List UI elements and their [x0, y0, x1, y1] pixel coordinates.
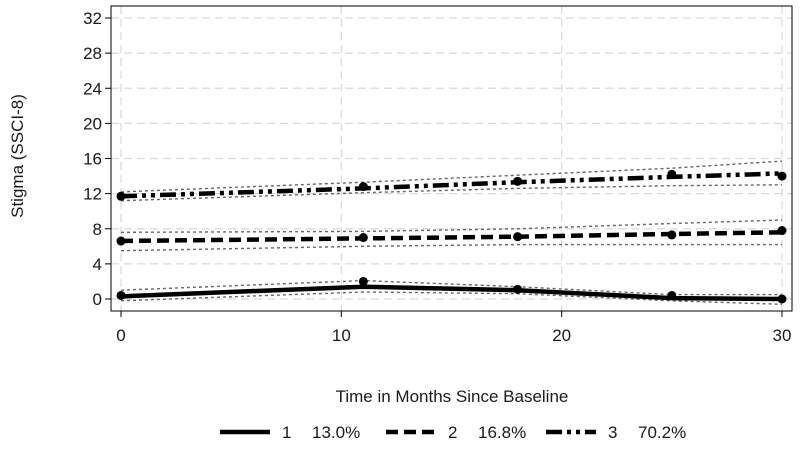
y-tick-label: 8	[93, 220, 102, 239]
ci-lower-line	[120, 184, 783, 202]
data-point	[513, 232, 523, 242]
x-tick-label: 30	[773, 326, 792, 345]
data-point	[513, 284, 523, 294]
data-point	[116, 290, 126, 300]
data-point	[116, 236, 126, 246]
data-point	[358, 182, 368, 192]
data-point	[667, 230, 677, 240]
series-line	[120, 230, 783, 244]
y-tick-label: 20	[83, 114, 102, 133]
x-tick-label: 10	[332, 326, 351, 345]
data-point	[667, 290, 677, 300]
y-axis-label: Stigma (SSCI-8)	[8, 94, 27, 218]
y-tick-label: 32	[83, 9, 102, 28]
data-point	[777, 226, 787, 236]
ci-lower-line	[120, 243, 782, 252]
y-tick-label: 12	[83, 185, 102, 204]
legend-percent: 70.2%	[638, 423, 686, 442]
data-point	[667, 169, 677, 179]
legend-label: 1	[282, 423, 291, 442]
ci-upper-line	[120, 219, 783, 233]
data-point	[358, 233, 368, 243]
y-tick-label: 24	[83, 79, 102, 98]
legend-label: 2	[448, 423, 457, 442]
grid-layer	[111, 6, 792, 311]
series-layer	[116, 169, 787, 304]
data-point	[513, 176, 523, 186]
data-point	[777, 294, 787, 304]
x-axis-label: Time in Months Since Baseline	[336, 387, 569, 406]
series-line	[120, 171, 783, 199]
data-point	[358, 276, 368, 286]
y-tick-label: 28	[83, 44, 102, 63]
data-point	[777, 171, 787, 181]
data-point	[116, 191, 126, 201]
axes-layer: 0 4 8 12 16 20 24 28 32 0 10 20 30	[83, 5, 793, 345]
y-tick-label: 16	[83, 150, 102, 169]
x-tick-label: 0	[116, 326, 125, 345]
legend: 1 13.0% 2 16.8% 3 70.2%	[220, 423, 686, 442]
legend-label: 3	[608, 423, 617, 442]
legend-percent: 16.8%	[478, 423, 526, 442]
y-tick-label: 4	[93, 255, 102, 274]
ci-upper-line	[120, 160, 783, 193]
x-tick-label: 20	[552, 326, 571, 345]
y-tick-label: 0	[93, 290, 102, 309]
legend-percent: 13.0%	[312, 423, 360, 442]
